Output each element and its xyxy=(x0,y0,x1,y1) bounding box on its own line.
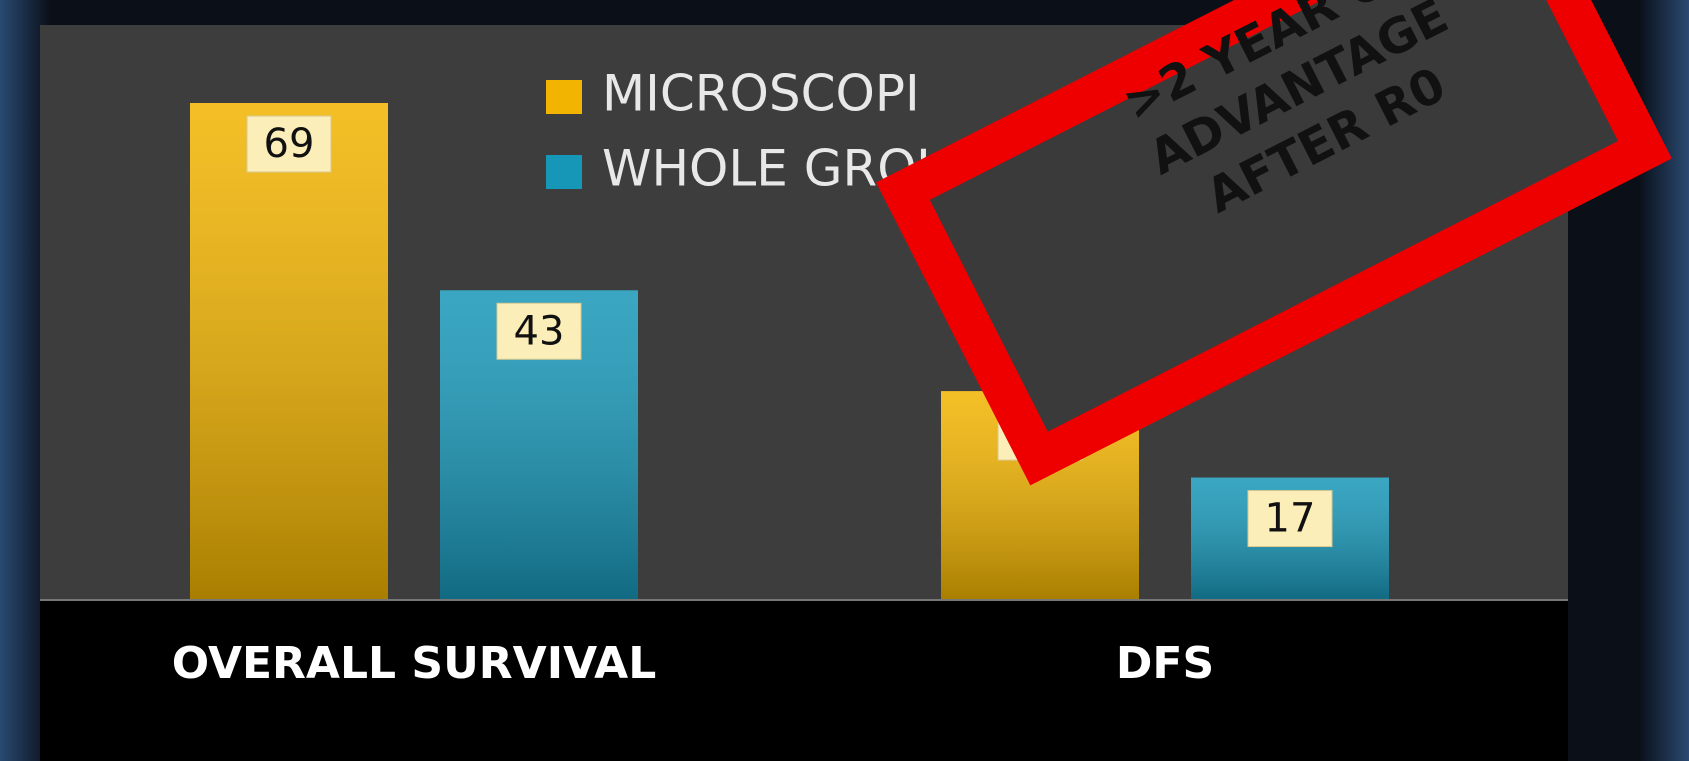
category-band xyxy=(40,600,1568,761)
legend-label: MICROSCOPI xyxy=(602,65,920,123)
value-label-box xyxy=(1247,490,1333,548)
value-label: 69 xyxy=(264,121,315,167)
annotation-box: >2 YEAR OSADVANTAGEAFTER R0 xyxy=(875,0,1672,486)
legend-swatch xyxy=(546,80,582,114)
annotation-frame xyxy=(875,0,1672,486)
legend-swatch xyxy=(546,155,582,189)
value-label-box xyxy=(246,115,332,173)
bar-shade xyxy=(190,103,388,600)
x-tick-label: OVERALL SURVIVAL xyxy=(172,638,657,689)
value-label-box xyxy=(496,302,582,360)
value-label: 43 xyxy=(514,308,565,354)
value-label: 17 xyxy=(1265,496,1316,542)
x-tick-label: DFS xyxy=(1116,638,1214,689)
